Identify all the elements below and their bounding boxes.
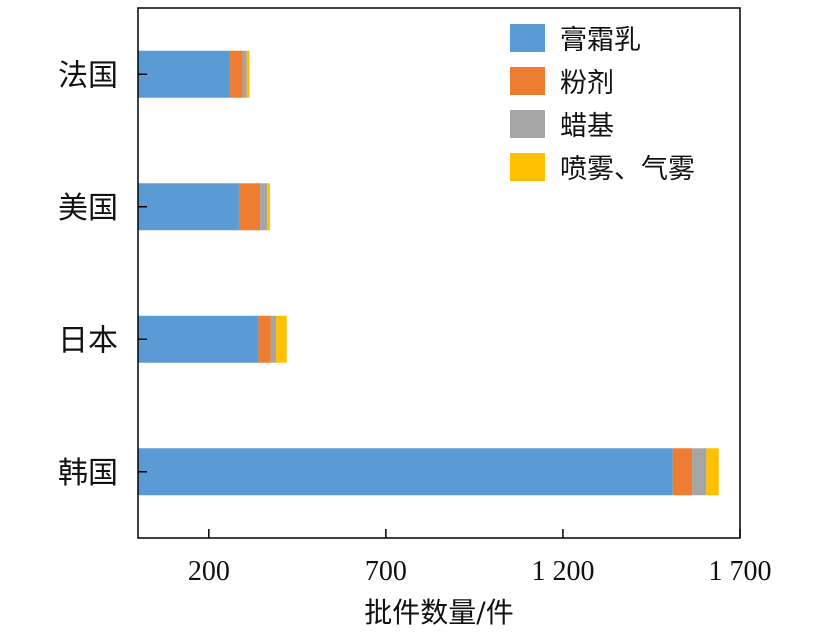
- bar-2-3: [258, 315, 271, 363]
- bar-4-2: [267, 183, 271, 231]
- bar-4-1: [246, 50, 250, 98]
- x-axis-label: 批件数量/件: [364, 596, 513, 629]
- category-label: 韩国: [58, 456, 118, 491]
- legend-swatch: [510, 153, 545, 181]
- plot-frame: [137, 7, 741, 539]
- x-tick-label: 200: [188, 556, 230, 587]
- legend-label: 膏霜乳: [560, 25, 641, 56]
- bar-3-2: [260, 183, 268, 231]
- bar-3-3: [270, 315, 277, 363]
- legend-label: 喷雾、气雾: [560, 154, 695, 185]
- legend-label: 蜡基: [560, 111, 614, 142]
- category-label: 美国: [58, 191, 118, 226]
- bar-4-4: [706, 448, 719, 496]
- bar-3-1: [242, 50, 247, 98]
- category-label: 法国: [58, 58, 118, 93]
- x-tick-label: 700: [365, 556, 407, 587]
- legend-swatch: [510, 24, 545, 52]
- bar-1-1: [138, 50, 231, 98]
- legend-swatch: [510, 67, 545, 95]
- bar-2-4: [672, 448, 693, 496]
- x-tick-label: 1 200: [531, 556, 594, 587]
- bar-3-4: [692, 448, 707, 496]
- x-axis: 200 700 1 200 1 700: [188, 529, 772, 587]
- bar-1-3: [138, 315, 259, 363]
- legend-swatch: [510, 110, 545, 138]
- bar-4-3: [276, 315, 287, 363]
- bar-2-1: [230, 50, 243, 98]
- bar-1-4: [138, 448, 673, 496]
- category-label: 日本: [58, 323, 118, 358]
- x-tick-label: 1 700: [709, 556, 772, 587]
- bar-1-2: [138, 183, 239, 231]
- bars-layer: [138, 50, 719, 496]
- bar-2-2: [238, 183, 261, 231]
- legend-label: 粉剂: [560, 68, 614, 99]
